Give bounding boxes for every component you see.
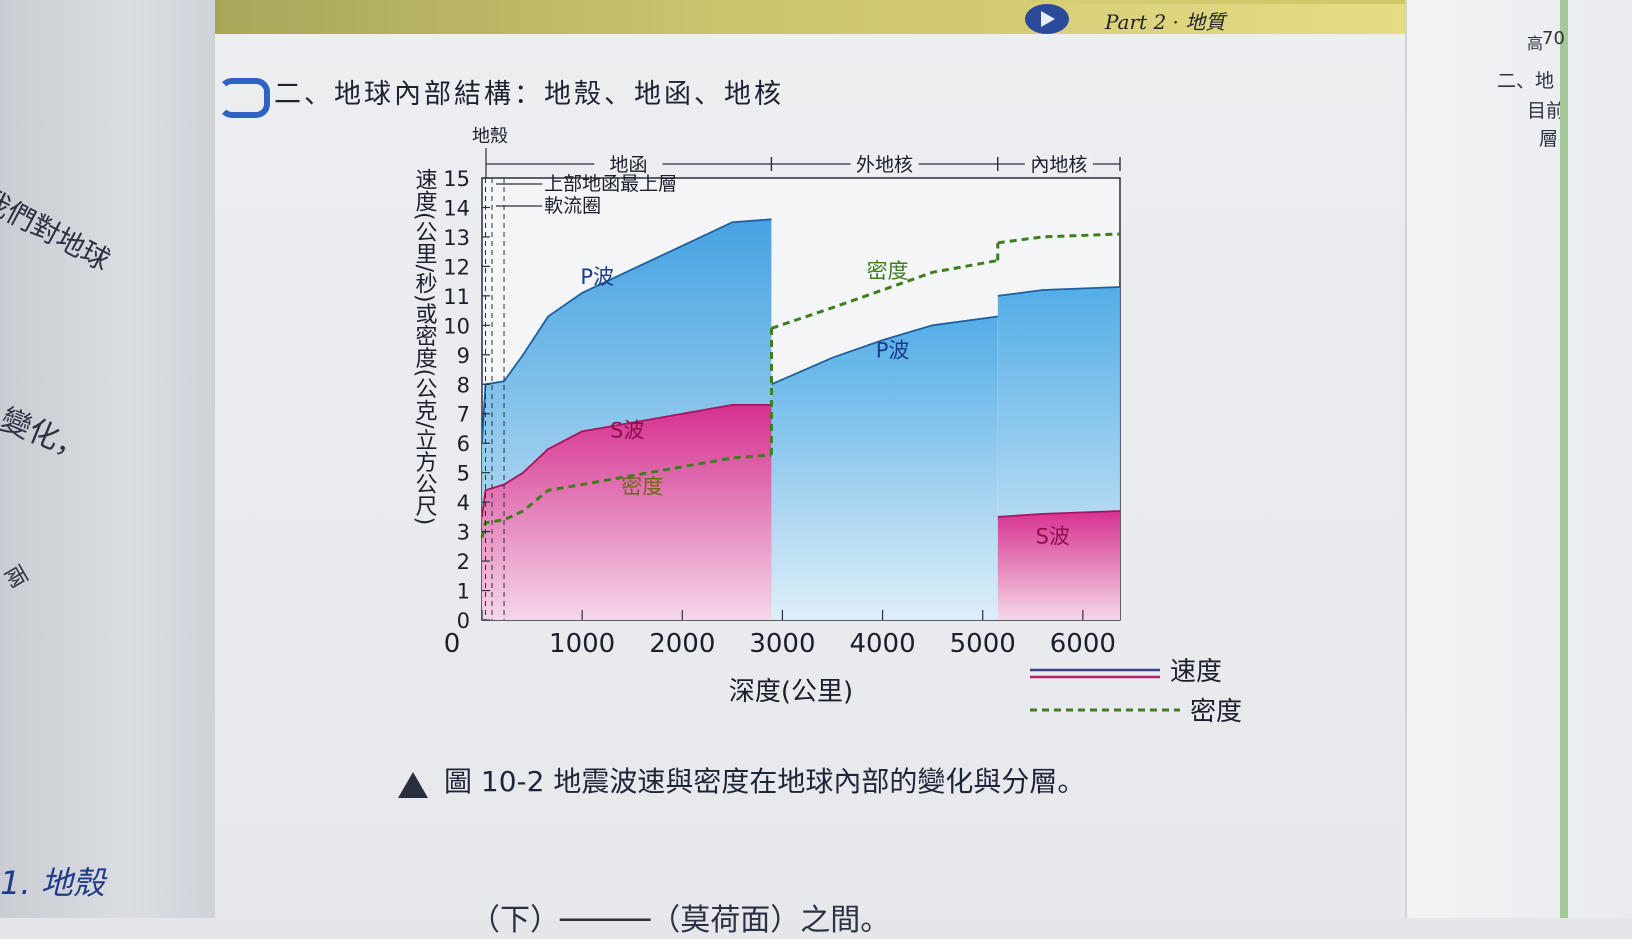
layer-label-crust: 地殼 [472,126,508,147]
y-tick-label: 7 [457,403,470,427]
x-tick-label: 3000 [749,629,815,659]
y-tick-label: 13 [443,226,470,250]
x-tick-label: 0 [444,629,461,659]
y-tick-label: 15 [443,167,470,191]
figure-caption: 圖 10-2 地震波速與密度在地球內部的變化與分層。 [444,760,1085,800]
x-tick-label: 6000 [1050,629,1116,659]
x-tick-label: 1000 [549,629,615,659]
x-tick-label: 2000 [649,629,715,659]
p-wave-label: P波 [580,265,614,289]
p-wave-label: P波 [876,339,910,363]
layer-label: 外地核 [856,154,913,176]
s-wave-label: S波 [1036,524,1070,548]
bottom-line-text: （下）─────（莫荷面）之間。 [470,895,890,939]
layer-label: 內地核 [1030,154,1087,176]
density-label: 密度 [867,259,909,283]
x-axis-label: 深度(公里) [729,677,853,707]
y-tick-label: 6 [457,432,470,456]
y-tick-label: 2 [457,550,470,574]
y-tick-label: 14 [443,196,470,220]
y-tick-label: 8 [457,373,470,397]
caption-triangle-icon [398,772,428,798]
x-tick-label: 5000 [950,629,1016,659]
y-tick-label: 5 [457,462,470,486]
y-tick-label: 12 [443,255,470,279]
annotation-label: 上部地函最上層 [544,173,677,195]
x-tick-label: 4000 [849,629,915,659]
y-tick-label: 1 [457,580,470,604]
annotation-label: 軟流圈 [544,195,601,217]
y-tick-label: 10 [443,314,470,338]
y-tick-label: 11 [443,285,470,309]
y-tick-label: 4 [457,491,470,515]
density-label: 密度 [621,474,663,498]
legend-label: 密度 [1190,697,1242,727]
y-tick-label: 9 [457,344,470,368]
s-wave-label: S波 [610,418,644,442]
y-tick-label: 3 [457,521,470,545]
y-axis-label: 速度(公里/秒)或密度(公克/立方公尺) [412,168,438,525]
legend-label: 速度 [1170,657,1222,687]
